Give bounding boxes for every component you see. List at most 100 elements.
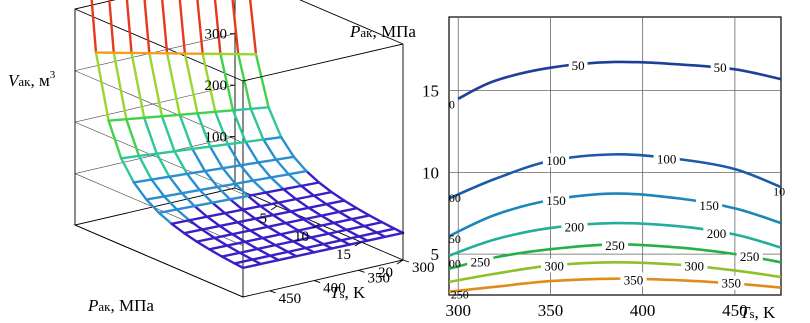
surface-mesh-segment (237, 52, 253, 111)
surface-mesh-segment (277, 255, 298, 262)
surface-mesh-segment (185, 169, 207, 176)
surface-mesh-segment (337, 210, 353, 221)
surface-mesh-segment (220, 251, 241, 258)
surface-y-tick-label: 450 (279, 291, 302, 307)
surface-mesh-segment (157, 211, 173, 225)
surface-mesh-segment (112, 51, 128, 121)
surface-mesh-segment (150, 175, 171, 181)
surface-mesh-segment (218, 221, 239, 228)
surface-mesh-segment (180, 188, 201, 195)
surface-mesh-segment (330, 190, 346, 202)
surface-mesh-segment (223, 212, 239, 224)
surface-mesh-segment (256, 243, 277, 251)
contour-edge-label: 10 (773, 184, 785, 198)
contour-label-background (542, 153, 570, 168)
contour-level-label: 350 (721, 276, 741, 291)
surface-mesh-segment (161, 0, 169, 55)
contour-level-label: 300 (544, 259, 564, 274)
surface-mesh-segment (325, 199, 346, 206)
surface-mesh-segment (213, 0, 222, 56)
surface-mesh-segment (363, 224, 379, 234)
surface-mesh-segment (320, 214, 336, 225)
contour-x-tick-label: 450 (722, 301, 748, 320)
contour-edge-label: 250 (451, 287, 469, 301)
surface-mesh-segment (262, 138, 278, 161)
surface-mesh-segment (320, 210, 341, 217)
surface-z-tick-label: 200 (205, 78, 228, 94)
contour-edge-label: 0 (449, 98, 455, 112)
surface-mesh-segment (277, 201, 293, 213)
contour-level-label: 50 (714, 60, 727, 75)
surface-mesh-segment (312, 247, 334, 254)
surface-mesh-segment (137, 152, 158, 158)
surface-mesh-segment (271, 210, 293, 217)
contour-y-axis-label: Pак, МПа (349, 22, 416, 41)
surface-mesh-segment (162, 192, 184, 198)
contour-label-background (620, 272, 647, 287)
surface-mesh-segment (125, 118, 141, 158)
surface-mesh-segment (257, 161, 273, 179)
surface-mesh-segment (183, 52, 199, 115)
surface-mesh-segment (259, 258, 280, 266)
surface-mesh-segment (254, 217, 270, 228)
surface-mesh-segment (241, 204, 262, 211)
surface-mesh-segment (257, 158, 278, 164)
surface-mesh-segment (291, 236, 313, 243)
surface-mesh-segment (203, 166, 224, 173)
surface-mesh-segment (191, 145, 212, 151)
surface-mesh-segment (304, 242, 325, 250)
surface-mesh-segment (238, 251, 254, 261)
surface-mesh-segment (221, 166, 237, 185)
surface-x-tick (312, 223, 320, 229)
surface-mesh-segment (249, 107, 265, 141)
surface-mesh-segment (142, 116, 158, 155)
surface-x-tick (270, 205, 278, 211)
surface-mesh-segment (185, 172, 201, 192)
surface-mesh-segment (180, 192, 196, 208)
surface-mesh-segment (266, 225, 282, 236)
contour-line-100 (449, 153, 781, 200)
surface-y-tick-label: 300 (412, 260, 435, 276)
surface-mesh-segment (173, 150, 189, 176)
surface-mesh-segment (145, 195, 166, 201)
surface-mesh-segment (236, 221, 252, 232)
contour-level-label: 250 (605, 238, 625, 253)
surface-mesh-segment (274, 243, 290, 254)
surface-mesh-segment (201, 52, 217, 114)
surface-mesh-segment (277, 197, 298, 204)
surface-mesh-segment (239, 164, 255, 182)
surface-mesh-segment (375, 227, 396, 234)
surface-mesh-segment (248, 0, 258, 56)
contour-label-background (653, 151, 680, 166)
contour-label-background (703, 225, 730, 240)
surface-mesh-segment (302, 214, 323, 221)
surface-x-tick-label: 5 (260, 211, 268, 227)
surface-mesh-segment (241, 208, 257, 220)
surface-mesh-segment (350, 217, 366, 228)
surface-mesh-segment (332, 221, 348, 232)
surface-mesh-segment (175, 208, 191, 222)
surface-mesh-segment (243, 236, 264, 244)
surface-mesh-segment (157, 208, 178, 215)
surface-mesh-segment (228, 198, 244, 211)
surface-mesh-segment (357, 231, 379, 238)
surface-mesh-segment (307, 202, 328, 210)
contour-label-background (695, 198, 723, 213)
surface-mesh-segment (208, 145, 224, 170)
surface-z-gridline (74, 84, 244, 195)
contour-x-axis-label: Ts, K (740, 303, 776, 322)
surface-mesh-segment (274, 240, 295, 247)
surface-mesh-segment (284, 221, 300, 232)
contour-y-tick-label: 15 (422, 82, 439, 101)
contour-line-50 (457, 60, 781, 100)
contour-tick-labels: 300 350 400 450 5 10 15 (422, 82, 748, 320)
surface-back-wall (74, 0, 236, 225)
surface-floor (73, 187, 405, 298)
contour-x-tick-label: 350 (538, 301, 564, 320)
surface-mesh-segment (168, 172, 189, 178)
surface-mesh-segment (363, 221, 384, 228)
surface-mesh-segment (271, 213, 287, 225)
surface-y-tick-label: 400 (323, 281, 346, 297)
surface-mesh-segment (280, 136, 295, 158)
surface-mesh-segment (239, 161, 260, 167)
